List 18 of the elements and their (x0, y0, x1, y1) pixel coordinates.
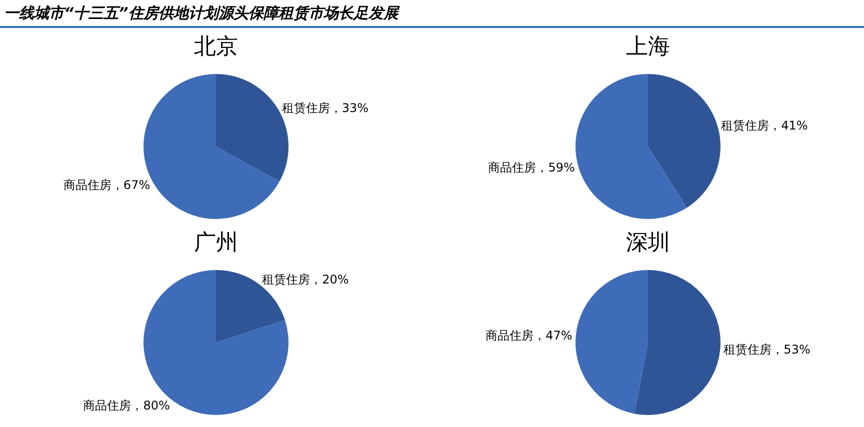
slice-label: 商品住房，80% (83, 398, 170, 413)
slice-label: 租赁住房，20% (262, 272, 349, 286)
slice-label: 商品住房，67% (63, 178, 150, 192)
slice-label: 商品住房，59% (488, 160, 575, 174)
slice-label: 租赁住房，53% (724, 342, 810, 356)
pie-slice (216, 270, 285, 342)
chart-title: 上海 (626, 34, 670, 60)
slice-label: 商品住房，47% (486, 328, 572, 343)
chart-title: 广州 (194, 230, 238, 256)
slice-label: 租赁住房，33% (282, 100, 369, 115)
slice-label: 租赁住房，41% (721, 118, 808, 133)
pie-slice (634, 270, 720, 415)
pie-slice (648, 74, 720, 208)
pie-slice (576, 270, 648, 414)
chart-title: 北京 (194, 34, 238, 60)
pie-slice (576, 74, 687, 219)
chart-title: 深圳 (626, 230, 670, 256)
text: 一线城市“十三五”住房供地计划源头保障租赁市场长足发展 (4, 4, 398, 22)
